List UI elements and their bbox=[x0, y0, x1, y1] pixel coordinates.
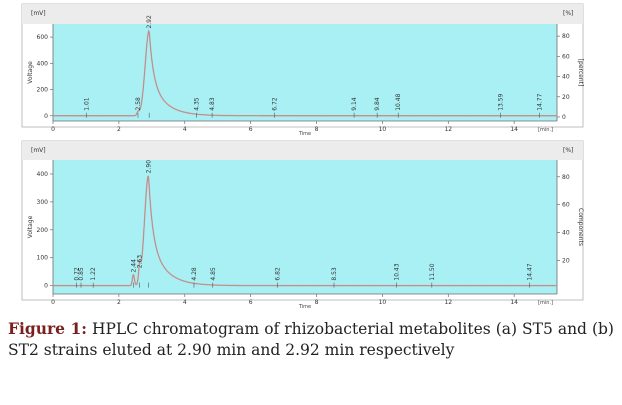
peak-label: 0.72 bbox=[74, 267, 81, 281]
y-axis-title: Voltage bbox=[27, 61, 34, 84]
plot-area bbox=[53, 24, 557, 121]
peak-label: 4.83 bbox=[209, 97, 216, 111]
x-tick-label: 2 bbox=[117, 126, 121, 133]
peak-label: 14.47 bbox=[527, 263, 534, 280]
x-tick-label: 10 bbox=[379, 299, 387, 306]
x-tick-label: 12 bbox=[444, 299, 452, 306]
peak-label: 6.72 bbox=[271, 97, 278, 111]
x-tick-label: 0 bbox=[51, 126, 55, 133]
x-tick-label: 6 bbox=[249, 299, 253, 306]
peak-label: 4.85 bbox=[210, 267, 217, 281]
y2-tick-label: 80 bbox=[562, 174, 570, 181]
y2-tick-label: 40 bbox=[562, 74, 570, 81]
peak-label: 13.59 bbox=[498, 93, 505, 110]
y2-axis-title: [percent] bbox=[577, 59, 584, 87]
peak-label: 2.58 bbox=[135, 97, 142, 111]
y-tick-label: 100 bbox=[37, 255, 49, 262]
x-tick-label: 8 bbox=[315, 126, 319, 133]
peak-label: 4.28 bbox=[191, 267, 198, 281]
y-unit-label: [mV] bbox=[31, 10, 46, 17]
peak-label: 10.48 bbox=[395, 93, 402, 110]
x-tick-label: 0 bbox=[51, 299, 55, 306]
y-tick-label: 400 bbox=[37, 171, 49, 178]
peak-label: 9.14 bbox=[351, 97, 358, 111]
y2-axis-title: Components bbox=[577, 208, 584, 246]
peak-label: 1.01 bbox=[83, 97, 90, 111]
peak-label: 0.85 bbox=[78, 267, 85, 281]
figure-caption: Figure 1: HPLC chromatogram of rhizobact… bbox=[8, 318, 614, 361]
y-unit-label: [mV] bbox=[31, 147, 46, 154]
y2-tick-label: 20 bbox=[562, 94, 570, 101]
peak-label: 2.92 bbox=[146, 15, 153, 29]
x-tick-label: 4 bbox=[183, 126, 187, 133]
caption-label: Figure 1: bbox=[8, 319, 87, 338]
panel-header-band bbox=[22, 4, 583, 24]
x-axis-title: Time bbox=[298, 131, 311, 137]
peak-label: 1.22 bbox=[90, 267, 97, 281]
y2-unit-label: [%] bbox=[563, 147, 573, 154]
y2-tick-label: 60 bbox=[562, 202, 570, 209]
x-axis-title: Time bbox=[298, 304, 311, 310]
chromatogram-trace-overlay bbox=[53, 175, 557, 286]
y-tick-label: 300 bbox=[37, 199, 49, 206]
caption-text: HPLC chromatogram of rhizobacterial meta… bbox=[8, 320, 614, 359]
chromatogram-trace-overlay bbox=[53, 30, 557, 116]
y-tick-label: 200 bbox=[37, 227, 49, 234]
plot-area bbox=[53, 160, 557, 294]
y2-tick-label: 20 bbox=[562, 258, 570, 265]
chromatogram-a: [mV] [%] 0 200 400 600 0 20 40 60 80 0 2 4 6 8 10 12 14 Vol… bbox=[21, 3, 584, 137]
y2-tick-label: 0 bbox=[562, 114, 566, 121]
x-tick-label: 14 bbox=[510, 126, 518, 133]
peak-label: 4.35 bbox=[193, 97, 200, 111]
peak-label: 6.82 bbox=[275, 267, 282, 281]
peak-label: 10.43 bbox=[394, 263, 401, 280]
peak-label: 9.84 bbox=[374, 97, 381, 111]
y-tick-label: 200 bbox=[37, 87, 49, 94]
panel-header-band bbox=[22, 141, 583, 160]
x-tick-label: 8 bbox=[315, 299, 319, 306]
y2-tick-label: 40 bbox=[562, 230, 570, 237]
x-unit-label: [min.] bbox=[538, 127, 553, 133]
peak-label: 8.53 bbox=[331, 267, 338, 281]
y2-tick-label: 80 bbox=[562, 33, 570, 40]
x-tick-label: 10 bbox=[379, 126, 387, 133]
peak-label: 2.44 bbox=[130, 259, 137, 273]
y-tick-label: 400 bbox=[37, 60, 49, 67]
y-axis-title: Voltage bbox=[27, 215, 34, 238]
x-tick-label: 6 bbox=[249, 126, 253, 133]
x-tick-label: 12 bbox=[444, 126, 452, 133]
peak-label: 2.90 bbox=[146, 160, 153, 174]
peak-label: 11.50 bbox=[429, 263, 436, 280]
y-tick-label: 0 bbox=[44, 283, 48, 290]
chromatogram-b: [mV] [%] 0 100 200 300 400 20 40 60 80 0 2 4 6 8 10 12 14 V… bbox=[21, 140, 584, 310]
peak-label: 2.63 bbox=[137, 255, 144, 269]
x-tick-label: 4 bbox=[183, 299, 187, 306]
peak-label: 14.77 bbox=[537, 93, 544, 110]
x-unit-label: [min.] bbox=[538, 300, 553, 306]
y-tick-label: 600 bbox=[37, 34, 49, 41]
x-tick-label: 14 bbox=[510, 299, 518, 306]
y2-tick-label: 60 bbox=[562, 53, 570, 60]
y2-unit-label: [%] bbox=[563, 10, 573, 17]
x-tick-label: 2 bbox=[117, 299, 121, 306]
y-tick-label: 0 bbox=[44, 113, 48, 120]
